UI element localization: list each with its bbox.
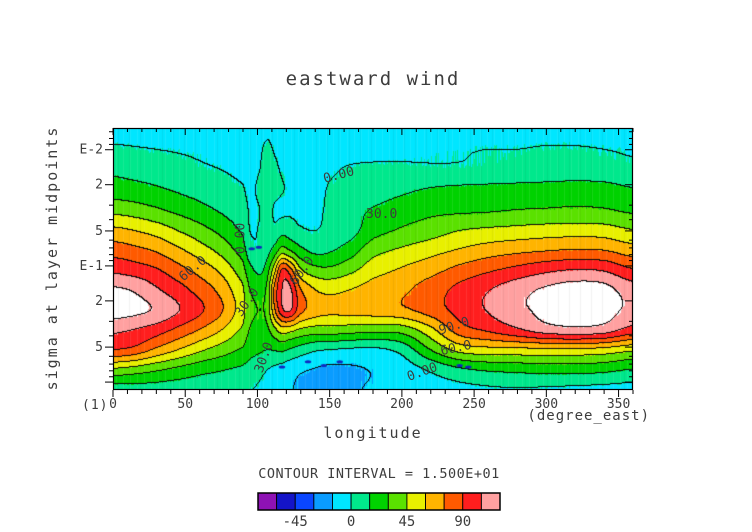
- x-tick-label: 350: [607, 397, 630, 412]
- colorbar-tick-label: 90: [454, 514, 471, 530]
- colorbar-segment: [369, 492, 389, 511]
- y-tick-label: 5: [95, 340, 103, 355]
- contour-label: 0.00: [322, 164, 356, 187]
- x-tick-label: 200: [390, 397, 413, 412]
- contour-label: 60.0: [176, 253, 210, 285]
- x-tick-label: 250: [462, 397, 485, 412]
- colorbar: [257, 492, 501, 511]
- x-tick-label: 0: [109, 397, 117, 412]
- contour-label: 30.0: [232, 285, 262, 319]
- colorbar-segment: [313, 492, 333, 511]
- colorbar-segment: [276, 492, 296, 511]
- colorbar-segment: [480, 492, 501, 511]
- x-axis-unit-label: (degree_east): [527, 408, 650, 424]
- colorbar-tick-label: -45: [283, 514, 308, 530]
- x-tick-label: 100: [246, 397, 269, 412]
- contour-label: 90.0: [437, 315, 471, 339]
- contour-label: 60.0: [439, 338, 473, 359]
- colorbar-segment: [294, 492, 315, 511]
- contour-label: 0.00: [233, 223, 248, 254]
- plot-border: [112, 127, 634, 391]
- chart-title: eastward wind: [285, 68, 461, 90]
- contour-label: 30.0: [252, 340, 277, 375]
- colorbar-segment: [425, 492, 445, 511]
- colorbar-segment: [462, 492, 482, 511]
- y-tick-label: E-2: [80, 143, 103, 158]
- y-tick-label: 2: [95, 178, 103, 193]
- y-tick-label: E-1: [80, 259, 103, 274]
- colorbar-segment: [332, 492, 352, 511]
- colorbar-segment: [387, 492, 408, 511]
- colorbar-segment: [406, 492, 426, 511]
- colorbar-tick-label: 45: [398, 514, 415, 530]
- x-tick-label: 300: [535, 397, 558, 412]
- colorbar-border: [257, 492, 501, 511]
- contour-label: 30.0: [366, 207, 397, 222]
- x-tick-label: 150: [318, 397, 341, 412]
- y-tick-label: 5: [95, 224, 103, 239]
- y-tick-label: 2: [95, 294, 103, 309]
- colorbar-segment: [350, 492, 371, 511]
- colorbar-tick-label: 0: [347, 514, 355, 530]
- colorbar-segment: [443, 492, 464, 511]
- contour-label: 0.00: [405, 360, 440, 385]
- axis-index-label: (1): [82, 398, 109, 413]
- colorbar-segment: [257, 492, 278, 511]
- x-tick-label: 50: [177, 397, 193, 412]
- contour-label: 60.0: [287, 254, 317, 288]
- contour-plot-canvas: [113, 128, 633, 390]
- colorbar-title: CONTOUR INTERVAL = 1.500E+01: [258, 466, 500, 482]
- x-axis-label: longitude: [323, 424, 423, 442]
